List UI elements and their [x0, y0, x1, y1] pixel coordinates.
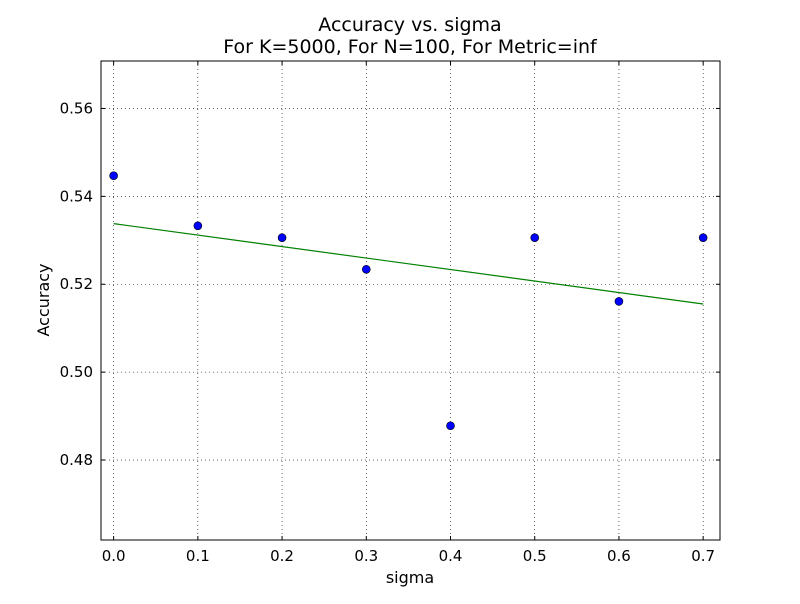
x-tick-label: 0.2	[270, 547, 294, 565]
y-tick-label: 0.54	[60, 187, 93, 205]
x-tick-label: 0.6	[607, 547, 631, 565]
data-point	[530, 233, 540, 242]
y-tick-label: 0.52	[60, 275, 93, 293]
data-point	[277, 233, 287, 242]
x-tick-label: 0.4	[439, 547, 463, 565]
x-tick-label: 0.3	[354, 547, 378, 565]
data-point	[698, 233, 708, 242]
data-point	[361, 264, 371, 274]
data-points	[109, 171, 708, 431]
x-axis-label: sigma	[386, 568, 434, 587]
axis-ticks: 0.0 0.1 0.2 0.3 0.4 0.5 0.6 0.7 0.48 0.50 0.52 0.54…	[60, 61, 720, 565]
x-tick-label: 0.0	[102, 547, 126, 565]
chart-subtitle: For K=5000, For N=100, For Metric=inf	[223, 36, 598, 58]
y-axis-label: Accuracy	[34, 263, 53, 336]
chart-title: Accuracy vs. sigma	[318, 14, 501, 36]
x-tick-label: 0.5	[523, 547, 547, 565]
data-point	[109, 171, 118, 180]
data-point	[446, 421, 455, 431]
y-tick-label: 0.50	[60, 363, 93, 381]
plot-frame	[100, 60, 721, 541]
x-tick-label: 0.7	[691, 547, 715, 565]
data-point	[614, 297, 624, 306]
fit-line	[113, 223, 704, 305]
y-tick-label: 0.48	[60, 451, 93, 469]
fit-line-layer	[113, 223, 704, 305]
x-tick-label: 0.1	[186, 547, 210, 565]
data-point	[193, 221, 203, 231]
y-tick-label: 0.56	[60, 99, 93, 117]
